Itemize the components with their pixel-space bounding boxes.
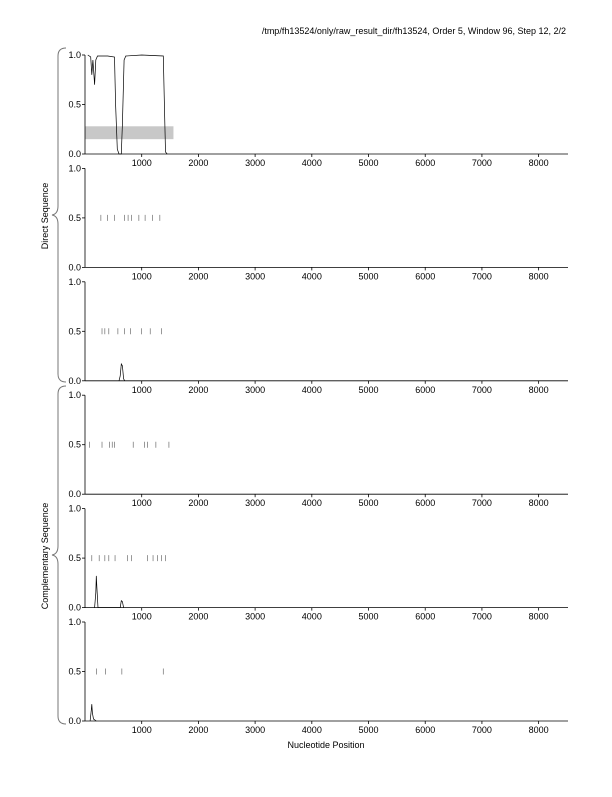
x-tick-label: 1000 [132,612,152,622]
x-tick-label: 1000 [132,158,152,168]
x-tick-label: 1000 [132,498,152,508]
y-tick-label: 0.0 [68,603,81,613]
x-tick-label: 5000 [359,271,379,281]
x-tick-label: 6000 [415,385,435,395]
x-tick-label: 1000 [132,271,152,281]
x-tick-label: 3000 [245,725,265,735]
group-label: Direct Sequence [40,183,50,250]
x-tick-label: 2000 [188,498,208,508]
y-tick-label: 1.0 [68,617,81,627]
bracket [51,47,67,383]
x-tick-label: 6000 [415,612,435,622]
x-tick-label: 2000 [188,271,208,281]
x-tick-label: 3000 [245,612,265,622]
x-tick-label: 2000 [188,725,208,735]
y-tick-label: 1.0 [68,504,81,514]
x-tick-label: 3000 [245,158,265,168]
x-tick-label: 2000 [188,158,208,168]
series-line [87,54,168,155]
x-tick-label: 8000 [529,158,549,168]
x-tick-label: 8000 [529,725,549,735]
x-tick-label: 7000 [472,725,492,735]
series-line [94,575,124,608]
x-tick-label: 6000 [415,271,435,281]
x-tick-label: 7000 [472,158,492,168]
y-tick-label: 0.0 [68,262,81,272]
x-tick-label: 1000 [132,385,152,395]
x-tick-label: 8000 [529,271,549,281]
y-tick-label: 0.5 [68,326,81,336]
x-tick-label: 7000 [472,612,492,622]
series-line [89,704,97,722]
x-tick-label: 3000 [245,271,265,281]
x-tick-label: 5000 [359,725,379,735]
group-label: Complementary Sequence [40,503,50,610]
y-tick-label: 0.0 [68,716,81,726]
header: /tmp/fh13524/only/raw_result_dir/fh13524… [262,26,566,36]
x-tick-label: 6000 [415,725,435,735]
x-axis-label: Nucleotide Position [287,740,364,750]
bracket [51,385,67,725]
x-tick-label: 5000 [359,158,379,168]
x-tick-label: 4000 [302,158,322,168]
x-tick-label: 6000 [415,498,435,508]
y-tick-label: 0.0 [68,376,81,386]
x-tick-label: 6000 [415,158,435,168]
y-tick-label: 0.0 [68,149,81,159]
x-tick-label: 4000 [302,612,322,622]
x-tick-label: 7000 [472,385,492,395]
x-tick-label: 8000 [529,385,549,395]
x-tick-label: 7000 [472,498,492,508]
x-tick-label: 4000 [302,725,322,735]
x-tick-label: 4000 [302,271,322,281]
x-tick-label: 8000 [529,612,549,622]
y-tick-label: 0.0 [68,489,81,499]
x-tick-label: 4000 [302,385,322,395]
y-tick-label: 0.5 [68,553,81,563]
x-tick-label: 1000 [132,725,152,735]
x-tick-label: 2000 [188,612,208,622]
x-tick-label: 3000 [245,498,265,508]
y-tick-label: 0.5 [68,440,81,450]
y-tick-label: 1.0 [68,163,81,173]
y-tick-label: 0.5 [68,667,81,677]
x-tick-label: 7000 [472,271,492,281]
y-tick-label: 1.0 [68,390,81,400]
y-tick-label: 0.5 [68,100,81,110]
x-tick-label: 5000 [359,612,379,622]
x-tick-label: 2000 [188,385,208,395]
series-line [118,362,126,381]
y-tick-label: 1.0 [68,50,81,60]
region-band [85,126,174,140]
y-tick-label: 0.5 [68,213,81,223]
x-tick-label: 3000 [245,385,265,395]
x-tick-label: 4000 [302,498,322,508]
x-tick-label: 5000 [359,385,379,395]
y-tick-label: 1.0 [68,277,81,287]
x-tick-label: 5000 [359,498,379,508]
x-tick-label: 8000 [529,498,549,508]
